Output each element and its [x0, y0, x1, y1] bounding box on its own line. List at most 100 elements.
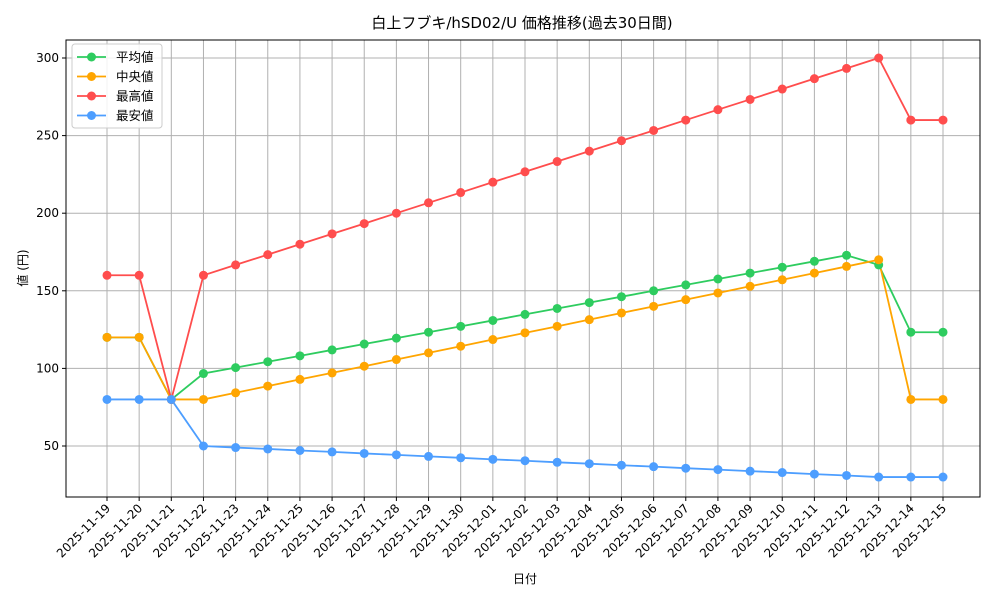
data-point [842, 63, 852, 73]
data-point [198, 441, 208, 451]
data-point [488, 315, 498, 325]
data-point [584, 459, 594, 469]
data-point [777, 262, 787, 272]
legend-marker-icon [87, 91, 96, 101]
data-point [231, 363, 241, 373]
y-axis-label: 値 (円) [15, 249, 30, 286]
data-point [520, 309, 530, 319]
data-point [809, 268, 819, 278]
x-axis-ticks: 2025-11-192025-11-202025-11-212025-11-22… [54, 497, 949, 560]
data-point [552, 321, 562, 331]
data-point [134, 394, 144, 404]
data-point [424, 198, 434, 208]
data-point [745, 466, 755, 476]
data-point [552, 303, 562, 313]
data-point [809, 469, 819, 479]
data-point [198, 270, 208, 280]
data-point [327, 229, 337, 239]
legend-entry: 最安値 [116, 108, 154, 123]
data-point [906, 327, 916, 337]
data-point [295, 239, 305, 249]
data-point [102, 394, 112, 404]
data-point [874, 472, 884, 482]
data-point [424, 327, 434, 337]
data-point [681, 115, 691, 125]
y-tick-label: 50 [44, 439, 59, 453]
data-point [520, 167, 530, 177]
data-point [649, 286, 659, 296]
data-point [938, 327, 948, 337]
data-point [263, 357, 273, 367]
y-tick-label: 250 [36, 129, 59, 143]
data-point [134, 270, 144, 280]
data-point [713, 274, 723, 284]
data-point [102, 270, 112, 280]
data-point [809, 74, 819, 84]
legend-marker-icon [87, 72, 96, 81]
data-point [842, 261, 852, 271]
data-point [488, 454, 498, 464]
data-point [488, 177, 498, 187]
data-point [456, 188, 466, 198]
data-point [295, 446, 305, 456]
data-point [584, 315, 594, 325]
data-point [777, 468, 787, 478]
data-point [938, 115, 948, 125]
x-axis-label: 日付 [513, 572, 537, 586]
data-point [198, 394, 208, 404]
data-point [809, 256, 819, 266]
data-point [359, 361, 369, 371]
data-point [263, 250, 273, 260]
data-point [166, 394, 176, 404]
legend-entry: 平均値 [116, 50, 154, 65]
data-point [488, 335, 498, 345]
data-point [616, 308, 626, 318]
data-point [616, 136, 626, 146]
data-series [102, 53, 948, 482]
data-point [520, 456, 530, 466]
data-point [327, 368, 337, 378]
legend-marker-icon [87, 111, 96, 120]
data-point [134, 332, 144, 342]
data-point [713, 288, 723, 298]
data-point [456, 341, 466, 351]
data-point [424, 348, 434, 358]
data-point [938, 472, 948, 482]
data-point [616, 460, 626, 470]
data-point [231, 388, 241, 398]
data-point [520, 328, 530, 338]
y-tick-label: 150 [36, 284, 59, 298]
data-point [359, 339, 369, 349]
legend-entry: 最高値 [116, 89, 154, 104]
data-point [456, 321, 466, 331]
data-point [681, 463, 691, 473]
data-point [842, 470, 852, 480]
data-point [102, 332, 112, 342]
data-point [456, 453, 466, 463]
data-point [649, 125, 659, 135]
data-point [616, 292, 626, 302]
data-point [231, 443, 241, 453]
legend-entry: 中央値 [116, 69, 154, 84]
data-point [745, 94, 755, 104]
data-point [391, 450, 401, 460]
data-point [777, 275, 787, 285]
data-point [906, 472, 916, 482]
y-tick-label: 300 [36, 51, 59, 65]
data-point [295, 374, 305, 384]
data-point [231, 260, 241, 270]
data-point [649, 301, 659, 311]
data-point [295, 351, 305, 361]
data-point [906, 115, 916, 125]
data-point [391, 355, 401, 365]
data-point [938, 394, 948, 404]
data-point [552, 157, 562, 167]
data-point [681, 295, 691, 305]
data-point [359, 219, 369, 229]
data-point [198, 369, 208, 379]
data-point [584, 298, 594, 308]
data-point [327, 345, 337, 355]
legend-marker-icon [87, 52, 96, 62]
data-point [713, 105, 723, 115]
